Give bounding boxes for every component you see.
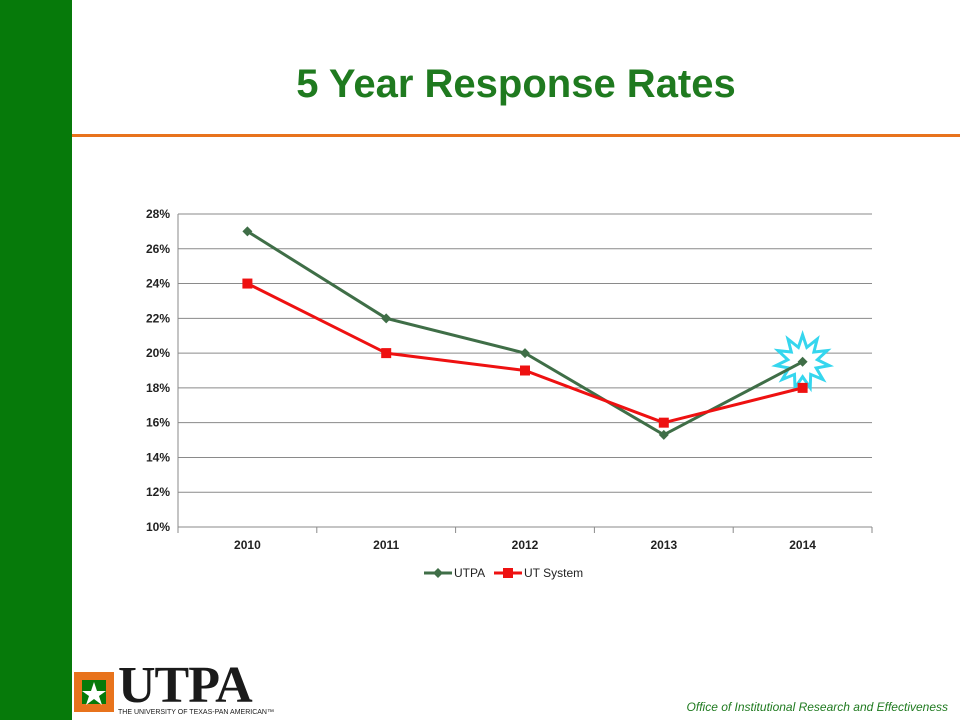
- y-tick-label: 26%: [146, 242, 170, 256]
- data-point-ut-system: [381, 348, 392, 359]
- sidebar-band: [0, 0, 72, 720]
- x-tick-label: 2010: [234, 538, 261, 552]
- y-tick-label: 10%: [146, 520, 170, 534]
- utpa-star-logo-icon: [74, 672, 114, 712]
- data-point-utpa: [797, 356, 808, 367]
- y-tick-labels: 10% 12% 14% 16% 18% 20% 22% 24% 26% 28%: [146, 207, 170, 534]
- data-point-ut-system: [797, 382, 808, 393]
- legend-marker: [433, 568, 443, 578]
- data-point-utpa: [381, 313, 392, 324]
- chart-legend: UTPA UT System: [424, 566, 583, 580]
- x-tick-label: 2011: [373, 538, 399, 552]
- slide-title: 5 Year Response Rates: [296, 62, 736, 106]
- logo-tagline: THE UNIVERSITY OF TEXAS-PAN AMERICAN™: [118, 709, 274, 716]
- title-rule: [72, 134, 960, 137]
- legend-label: UTPA: [454, 566, 485, 580]
- data-point-utpa: [658, 429, 669, 440]
- series-line-utpa: [246, 230, 804, 437]
- y-tick-label: 28%: [146, 207, 170, 221]
- y-tick-label: 14%: [146, 450, 170, 464]
- x-tick-label: 2012: [512, 538, 539, 552]
- x-tick-label: 2014: [789, 538, 816, 552]
- x-tick-labels: 2010 2011 2012 2013 2014: [234, 538, 816, 552]
- data-point-ut-system: [520, 365, 530, 376]
- data-point-utpa: [520, 348, 530, 359]
- chart-grid: [177, 213, 873, 533]
- x-tick-label: 2013: [650, 538, 677, 552]
- legend-marker: [503, 568, 513, 578]
- data-point-utpa: [242, 226, 253, 237]
- y-tick-label: 24%: [146, 277, 170, 291]
- y-tick-label: 18%: [146, 381, 170, 395]
- logo-wordmark: UTPA: [118, 657, 253, 714]
- y-tick-label: 12%: [146, 485, 170, 499]
- y-tick-label: 16%: [146, 416, 170, 430]
- y-tick-label: 22%: [146, 311, 170, 325]
- data-point-ut-system: [658, 417, 669, 428]
- chart-series: [242, 226, 835, 440]
- y-tick-label: 20%: [146, 346, 170, 360]
- footer-text: Office of Institutional Research and Eff…: [686, 700, 948, 714]
- data-point-ut-system: [242, 278, 253, 289]
- legend-label: UT System: [524, 566, 583, 580]
